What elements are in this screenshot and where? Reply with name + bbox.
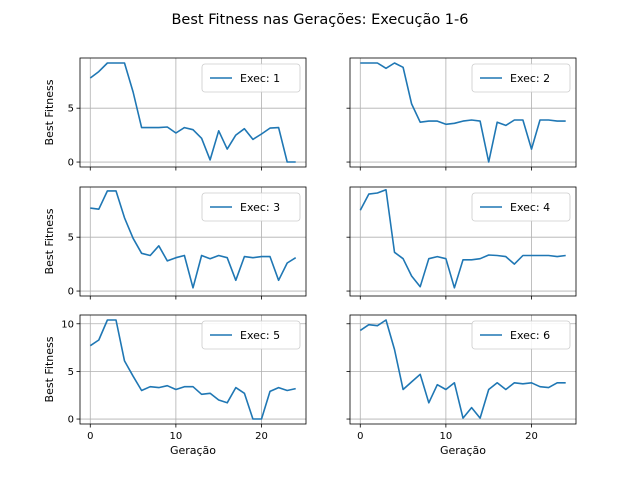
axes-frame [79,186,307,297]
y-tick-label: 5 [68,233,74,244]
legend: Exec: 3 [201,192,301,222]
legend-label: Exec: 3 [240,201,280,214]
y-tick-label: 5 [68,104,74,115]
y-axis-label: Best Fitness [43,79,56,145]
x-axis-label: Geração [170,444,216,457]
legend-box [201,63,301,93]
y-tick-label: 5 [68,367,74,378]
x-tick-label: 20 [255,431,268,442]
y-axis-label: Best Fitness [43,336,56,402]
legend: Exec: 2 [471,63,571,93]
y-axis-label: Best Fitness [43,208,56,274]
series-line [90,190,297,289]
y-tick-label: 10 [61,319,74,330]
series-line [89,319,296,420]
legend-label: Exec: 1 [240,72,280,85]
legend-box [471,192,571,222]
legend-label: Exec: 6 [510,329,550,342]
x-tick-label: 20 [525,431,538,442]
y-tick-label: 0 [68,287,74,298]
legend: Exec: 4 [471,192,571,222]
subplot-4: Exec: 4 [346,186,577,300]
y-tick-label: 0 [68,158,74,169]
legend-box [471,63,571,93]
subplot-1: 0 5 Best Fitness Exec: 1 [43,57,307,171]
legend: Exec: 6 [471,320,571,350]
legend: Exec: 1 [201,63,301,93]
series-line [89,62,296,163]
legend: Exec: 5 [201,320,301,350]
subplot-6: 0 10 20 Geração Exec: 6 [346,314,577,457]
axes-frame [349,314,577,425]
legend-label: Exec: 5 [240,329,280,342]
legend-box [201,320,301,350]
subplot-5: 0 10 20 0 5 10 Best Fitness Geração Exec: 5 [43,314,307,457]
legend-label: Exec: 4 [510,201,550,214]
axes-frame [349,57,577,168]
subplot-3: 0 5 Best Fitness Exec: 3 [43,186,307,300]
y-tick-label: 0 [68,415,74,426]
axes-frame [349,186,577,297]
axes-frame [79,314,307,425]
x-tick-label: 0 [87,431,93,442]
figure-title: Best Fitness nas Gerações: Execução 1-6 [171,12,468,28]
series-line [359,319,566,419]
x-tick-label: 10 [440,431,453,442]
x-axis-label: Geração [440,444,486,457]
series-line [359,189,566,289]
legend-box [471,320,571,350]
subplot-2: Exec: 2 [346,57,577,171]
legend-box [201,192,301,222]
x-tick-label: 10 [170,431,183,442]
x-tick-label: 0 [357,431,363,442]
axes-frame [79,57,307,168]
legend-label: Exec: 2 [510,72,550,85]
series-line [360,62,566,163]
